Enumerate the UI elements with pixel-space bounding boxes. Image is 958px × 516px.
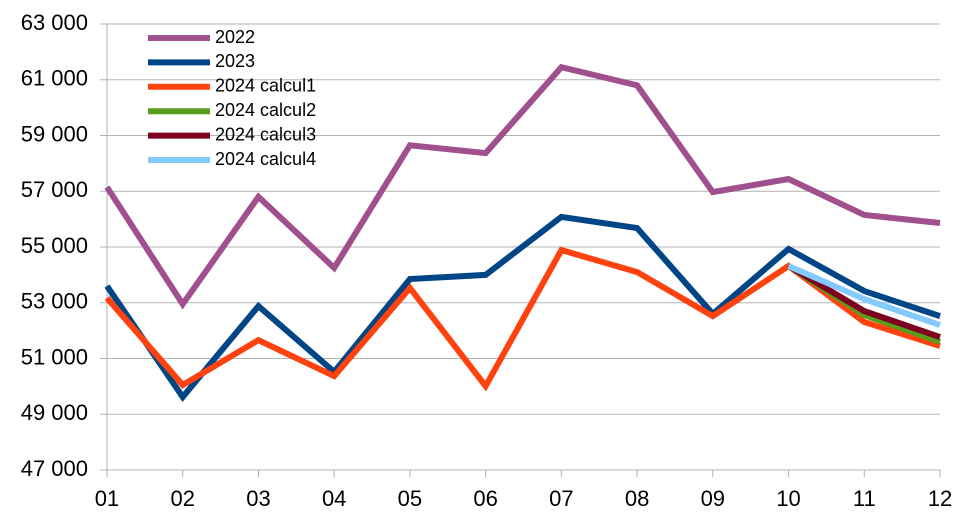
x-tick-label: 04 <box>322 486 346 511</box>
y-tick-label: 57 000 <box>21 177 88 202</box>
series-line <box>104 213 941 402</box>
x-tick-label: 08 <box>625 486 649 511</box>
legend-label: 2024 calcul1 <box>215 76 316 96</box>
x-tick-label: 11 <box>853 486 876 511</box>
x-tick-label: 05 <box>398 486 422 511</box>
y-tick-label: 61 000 <box>21 66 88 91</box>
series-line <box>104 63 941 310</box>
y-tick-label: 63 000 <box>21 10 88 35</box>
x-tick-label: 07 <box>549 486 573 511</box>
x-tick-label: 03 <box>246 486 270 511</box>
y-tick-label: 49 000 <box>21 400 88 425</box>
x-tick-label: 12 <box>928 486 952 511</box>
legend-label: 2024 calcul4 <box>215 149 316 169</box>
y-tick-label: 53 000 <box>21 289 88 314</box>
x-tick-label: 02 <box>170 486 194 511</box>
y-tick-label: 51 000 <box>21 344 88 369</box>
x-tick-label: 01 <box>95 486 119 511</box>
x-tick-label: 09 <box>701 486 725 511</box>
y-tick-label: 47 000 <box>21 456 88 481</box>
series-line <box>787 263 941 340</box>
legend-label: 2023 <box>215 51 255 71</box>
series-line <box>787 263 941 328</box>
legend-label: 2024 calcul2 <box>215 100 316 120</box>
y-tick-label: 59 000 <box>21 121 88 146</box>
series-line <box>104 246 941 392</box>
x-tick-label: 10 <box>776 486 800 511</box>
legend-label: 2024 calcul3 <box>215 124 316 144</box>
x-tick-label: 06 <box>473 486 497 511</box>
legend-label: 2022 <box>215 27 255 47</box>
y-tick-label: 55 000 <box>21 233 88 258</box>
